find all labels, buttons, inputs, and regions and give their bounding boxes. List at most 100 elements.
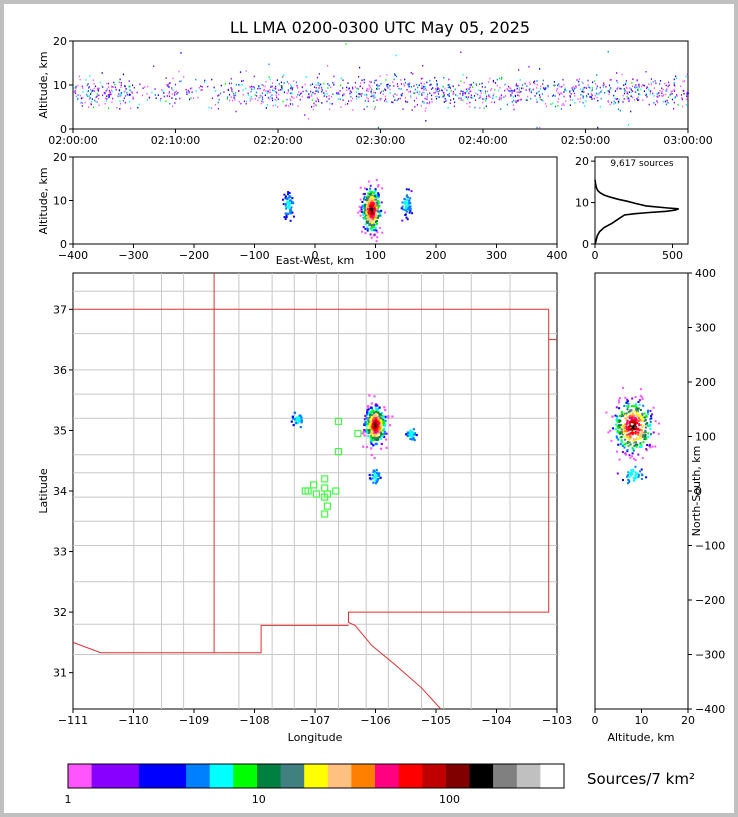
th-source	[364, 100, 366, 102]
th-source	[590, 89, 593, 92]
th-source	[312, 108, 314, 111]
colorbar-swatch	[422, 764, 447, 788]
th-source	[200, 89, 202, 91]
th-source	[496, 78, 498, 81]
plan-source	[411, 438, 414, 441]
th-source	[326, 100, 328, 103]
th-source	[183, 76, 185, 78]
th-source	[649, 90, 651, 93]
ns-source	[626, 400, 629, 403]
ew-source	[366, 226, 369, 229]
ew-source	[375, 213, 378, 216]
th-source	[346, 86, 348, 89]
ns-source	[640, 434, 643, 436]
th-source	[500, 108, 502, 110]
ew-source	[289, 199, 292, 202]
ns-source	[633, 419, 636, 422]
th-source	[437, 87, 439, 89]
ew-source	[409, 208, 412, 210]
th-source	[435, 80, 438, 82]
th-source	[95, 96, 97, 99]
th-source	[361, 93, 363, 95]
th-source	[474, 106, 476, 109]
ns-source	[632, 470, 635, 473]
ew-source	[368, 196, 371, 199]
plan-source	[384, 409, 387, 412]
ew-source	[367, 221, 370, 224]
th-source	[437, 90, 439, 93]
ns-source	[629, 432, 632, 435]
th-source	[657, 96, 659, 98]
th-source	[536, 98, 538, 101]
ns-source	[615, 419, 618, 422]
th-source	[661, 92, 663, 95]
ew-source	[369, 198, 371, 201]
plan-source	[382, 424, 385, 427]
th-source	[400, 94, 402, 96]
th-source	[275, 90, 277, 93]
th-source	[494, 89, 496, 91]
plan-source	[368, 431, 371, 434]
th-source	[525, 89, 527, 91]
ns-source	[641, 396, 644, 399]
th-source	[122, 99, 124, 102]
colorbar-swatch	[186, 764, 211, 788]
ew-source	[404, 202, 407, 205]
th-source	[371, 89, 373, 91]
altitude-profile-line	[594, 179, 679, 245]
th-source	[465, 88, 467, 91]
ew-source	[371, 200, 374, 203]
ns-source	[626, 436, 629, 438]
th-source	[171, 105, 174, 108]
ns-source	[634, 471, 637, 474]
th-source	[640, 88, 642, 91]
th-source	[602, 86, 604, 89]
ns-source	[641, 425, 644, 428]
ns-source	[626, 428, 628, 431]
th-source	[616, 79, 618, 82]
th-source	[301, 95, 303, 98]
th-source	[653, 87, 655, 89]
th-source	[350, 91, 353, 93]
th-source	[323, 82, 325, 85]
th-source	[471, 86, 474, 88]
th-source	[347, 82, 349, 84]
plan-source	[373, 437, 376, 440]
th-source	[417, 86, 419, 89]
th-source	[389, 92, 391, 94]
ns-source	[620, 424, 622, 426]
plan-source	[376, 429, 379, 432]
ns-source	[644, 434, 647, 436]
th-source	[438, 88, 440, 90]
th-source	[582, 88, 584, 91]
th-source	[503, 96, 505, 98]
th-source	[280, 85, 282, 87]
plan-source	[370, 415, 373, 419]
th-source	[94, 85, 97, 88]
ew-height-xtick-label: −100	[239, 249, 269, 262]
th-source	[401, 94, 403, 97]
ew-source	[377, 184, 380, 187]
th-source	[481, 82, 483, 85]
th-source	[357, 96, 359, 98]
th-source	[160, 97, 162, 100]
th-source	[466, 96, 468, 98]
plan-source	[378, 423, 381, 427]
th-source	[308, 117, 310, 120]
ns-source	[628, 415, 631, 418]
plan-source	[362, 445, 365, 448]
plan-source	[296, 422, 299, 425]
th-source	[385, 79, 387, 81]
th-source	[190, 87, 192, 90]
ns-source	[657, 432, 660, 435]
ns-source	[627, 426, 630, 429]
th-source	[406, 101, 408, 103]
ew-source	[374, 198, 377, 201]
plan-source	[368, 424, 371, 427]
th-source	[470, 94, 472, 97]
ew-source	[377, 195, 380, 198]
plan-source	[367, 413, 371, 416]
ns-source	[634, 476, 636, 479]
th-source	[99, 81, 101, 84]
th-source	[389, 88, 391, 91]
